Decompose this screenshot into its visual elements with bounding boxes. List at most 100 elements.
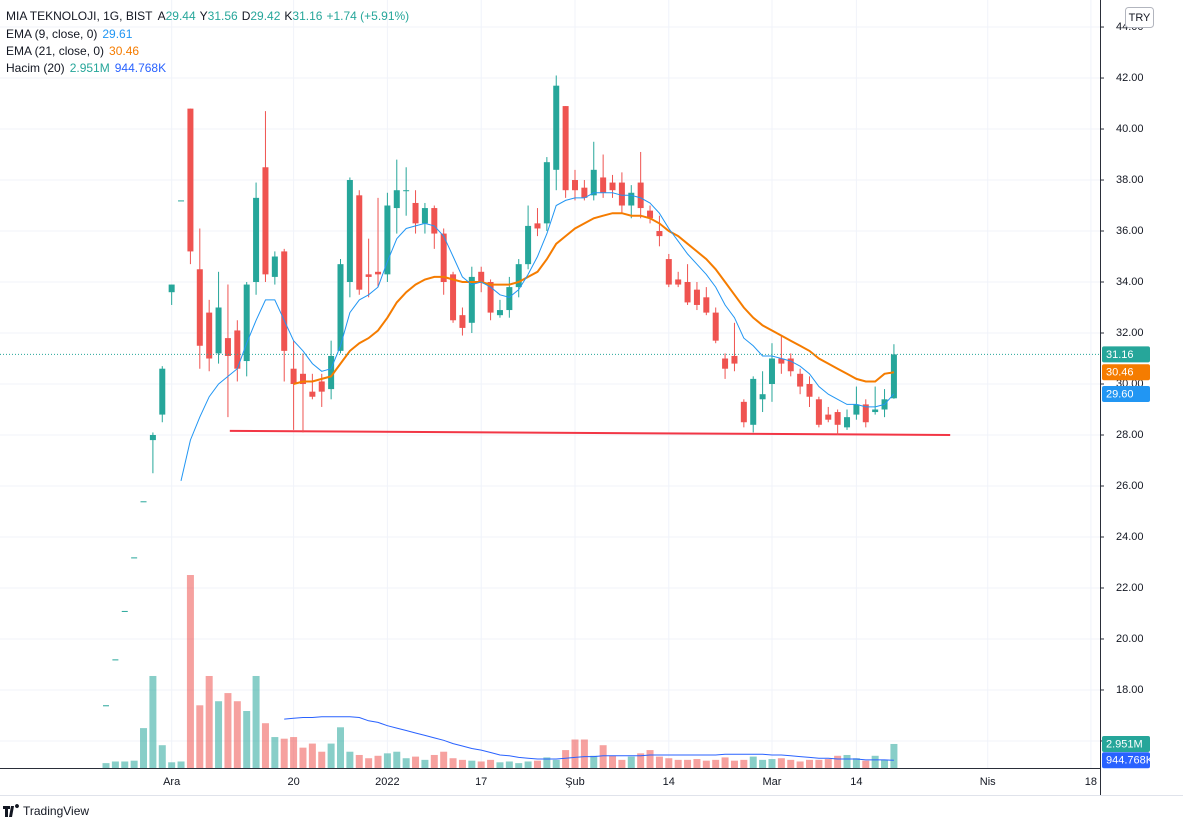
- volume-bar: [796, 761, 804, 768]
- volume-bar: [693, 759, 701, 768]
- candle-body: [628, 192, 635, 206]
- volume-bar: [102, 763, 110, 768]
- candle-body: [149, 434, 156, 441]
- candle-body: [515, 264, 522, 288]
- volume-bar: [402, 758, 410, 768]
- volume-bar: [730, 760, 738, 768]
- volume-tag-box: [1102, 735, 1150, 752]
- volume-bar: [149, 675, 157, 768]
- volume-bar: [421, 759, 429, 768]
- volume-value: 2.951M: [70, 61, 110, 75]
- x-tick-label: Şub: [565, 776, 585, 788]
- volume-bar: [684, 759, 692, 768]
- candle-body: [215, 307, 222, 354]
- volume-bar: [458, 759, 466, 768]
- x-tick-label: 17: [475, 776, 487, 788]
- volume-bar: [261, 723, 269, 768]
- volume-bar: [158, 745, 166, 768]
- y-tick-label: 38.00: [1116, 174, 1144, 186]
- candle-body: [862, 404, 869, 423]
- volume-bar: [477, 761, 485, 768]
- y-tick-label: 18.00: [1116, 684, 1144, 696]
- candle-body: [581, 187, 588, 198]
- x-tick-label: 20: [287, 776, 299, 788]
- volume-bar: [609, 755, 617, 768]
- y-tick-label: 42.00: [1116, 72, 1144, 84]
- volume-bar: [843, 754, 851, 768]
- volume-bar: [655, 756, 663, 768]
- candle-body: [431, 208, 438, 234]
- candle-body: [703, 297, 710, 313]
- brand-name: TradingView: [23, 804, 89, 818]
- volume-bar: [243, 711, 251, 768]
- ohlc-key: D: [242, 9, 251, 23]
- candle-body: [421, 208, 428, 224]
- candle-body: [487, 282, 494, 313]
- volume-bar: [580, 739, 588, 768]
- ema-fast-value: 29.61: [102, 27, 132, 41]
- candle-body: [299, 373, 306, 384]
- legend-ema-slow: EMA (21, close, 0) 30.46: [6, 44, 139, 58]
- ema-slow-value: 30.46: [109, 44, 139, 58]
- volume-bar: [374, 755, 382, 768]
- ohlc-key: Y: [200, 9, 208, 23]
- volume-name: Hacim (20): [6, 61, 65, 75]
- volume-bar: [824, 759, 832, 768]
- ema-fast-line: [180, 192, 895, 482]
- volume-bar: [759, 759, 767, 768]
- currency-box[interactable]: [1125, 7, 1154, 28]
- price-tag-box: [1102, 346, 1150, 363]
- y-tick-label: 40.00: [1116, 123, 1144, 135]
- volume-bar: [290, 737, 298, 768]
- candle-body: [159, 368, 166, 415]
- volume-bar: [233, 701, 241, 768]
- volume-bar: [627, 756, 635, 768]
- volume-bar: [806, 759, 813, 768]
- volume-ma-value: 944.768K: [115, 61, 166, 75]
- candle-body: [496, 310, 503, 316]
- candle-body: [740, 401, 747, 423]
- candle-body: [825, 414, 832, 420]
- volume-bar: [412, 756, 420, 768]
- currency-label[interactable]: TRY: [1129, 12, 1151, 24]
- candle-body: [665, 259, 672, 285]
- x-tick-label: 14: [850, 776, 862, 788]
- ohlc-value: 29.44: [166, 9, 196, 23]
- x-tick-label: Nis: [980, 776, 996, 788]
- volume-ma-line: [284, 716, 894, 761]
- ema-fast-name: EMA (9, close, 0): [6, 27, 97, 41]
- volume-bar: [665, 758, 673, 768]
- volume-bar: [196, 705, 204, 768]
- candle-body: [600, 177, 607, 193]
- volume-bar: [215, 701, 223, 768]
- volume-bar: [571, 739, 579, 768]
- candle-body: [393, 190, 400, 209]
- candle-body: [365, 274, 372, 277]
- candle-body: [534, 223, 541, 229]
- candle-body: [890, 354, 897, 399]
- candle-body: [290, 368, 297, 384]
- volume-bar: [140, 728, 148, 768]
- volume-bar: [252, 675, 260, 768]
- y-tick-label: 26.00: [1116, 480, 1144, 492]
- candle-body: [403, 190, 410, 192]
- candle-body: [712, 312, 719, 341]
- volume-bar: [168, 762, 176, 768]
- volume-bar: [355, 754, 363, 768]
- x-tick-label: 2022: [375, 776, 399, 788]
- volume-ma-tag-box: [1102, 752, 1150, 769]
- currency-button[interactable]: TRY: [1125, 7, 1154, 28]
- volume-bar: [505, 761, 513, 768]
- volume-bar: [337, 727, 344, 768]
- y-tick-label: 34.00: [1116, 276, 1144, 288]
- volume-bar: [346, 751, 354, 768]
- candle-body: [844, 417, 851, 428]
- volume-bar: [862, 760, 870, 768]
- volume-bar: [852, 758, 860, 768]
- ohlc-value: 31.16: [292, 9, 322, 23]
- ohlc-value: 29.42: [250, 9, 280, 23]
- volume-ma-tag: 944.768K: [1106, 755, 1154, 767]
